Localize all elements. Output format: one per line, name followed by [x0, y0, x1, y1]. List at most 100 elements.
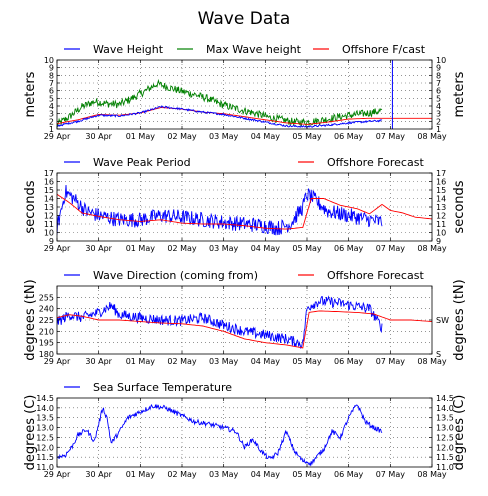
legend-label: Max Wave height: [206, 43, 302, 56]
panel-sst: 29 Apr 30 Apr 01 May 02 May 03 May 04 May 05 M…: [23, 381, 467, 479]
x-tick-label: 07 May: [376, 357, 406, 366]
x-tick-label: 30 Apr: [85, 132, 112, 141]
x-tick-label: 05 May: [292, 132, 322, 141]
y-right-tick-label: SW: [436, 316, 449, 325]
y-tick-label: 195: [39, 339, 54, 348]
x-tick-label: 02 May: [167, 132, 197, 141]
y-tick-label: 240: [39, 305, 54, 314]
y-right-tick-label: 11: [436, 220, 446, 229]
legend-label: Wave Height: [93, 43, 164, 56]
y-right-tick-label: 4: [436, 102, 441, 111]
x-tick-label: 29 Apr: [44, 470, 71, 479]
y-axis-label: degrees (tN): [23, 279, 38, 360]
y-tick-label: 210: [39, 327, 54, 336]
y-right-tick-label: 13.5: [436, 414, 454, 423]
series-group: [57, 403, 383, 467]
y-tick-label: 225: [39, 316, 54, 325]
y-right-tick-label: 12.5: [436, 433, 454, 442]
panels-layer: 29 Apr 30 Apr 01 May 02 May 03 May 04 May 05 M…: [23, 43, 467, 479]
series-line: [57, 107, 432, 125]
y-tick-label: 180: [39, 350, 54, 359]
y-right-tick-label: 16: [436, 178, 446, 187]
chart-title: Wave Data: [198, 9, 291, 29]
legend-label: Wave Peak Period: [93, 156, 191, 169]
x-tick-label: 05 May: [292, 357, 322, 366]
x-tick-label: 03 May: [209, 244, 239, 253]
y-axis-label-right: degrees (C): [452, 395, 467, 471]
x-tick-label: 02 May: [167, 470, 197, 479]
legend-label: Sea Surface Temperature: [93, 381, 232, 394]
x-tick-label: 30 Apr: [85, 244, 112, 253]
x-tick-label: 02 May: [167, 357, 197, 366]
x-tick-label: 04 May: [251, 244, 281, 253]
plot-frame: [56, 59, 433, 130]
y-tick-label: 17: [44, 169, 54, 178]
y-tick-label: 2: [49, 117, 54, 126]
y-tick-label: 255: [39, 293, 54, 302]
legend-label: Wave Direction (coming from): [93, 269, 258, 282]
series-line: [57, 78, 383, 128]
series-line: [57, 184, 383, 236]
series-line: [57, 105, 383, 129]
y-right-tick-label: 14: [436, 195, 446, 204]
y-right-tick-label: 11.5: [436, 453, 454, 462]
y-right-tick-label: 10: [436, 229, 446, 238]
y-right-tick-label: 7: [436, 79, 441, 88]
x-tick-label: 04 May: [251, 470, 281, 479]
panel-direction: 29 Apr 30 Apr 01 May 02 May 03 May 04 May 05 M…: [23, 269, 467, 366]
series-line: [57, 193, 432, 230]
series-line: [57, 295, 383, 349]
x-tick-label: 06 May: [334, 244, 364, 253]
y-tick-label: 9: [49, 237, 54, 246]
y-right-tick-label: 2: [436, 117, 441, 126]
y-right-tick-label: 1: [436, 125, 441, 134]
x-tick-label: 08 May: [417, 132, 447, 141]
x-tick-label: 29 Apr: [44, 357, 71, 366]
y-right-tick-label: 13: [436, 203, 446, 212]
x-tick-label: 08 May: [417, 470, 447, 479]
series-group: [57, 295, 432, 349]
series-line: [57, 310, 432, 349]
legend-label: Offshore Forecast: [327, 156, 424, 169]
y-tick-label: 13: [44, 203, 54, 212]
panel-height: 29 Apr 30 Apr 01 May 02 May 03 May 04 May 05 M…: [23, 43, 467, 141]
y-right-tick-label: 12: [436, 212, 446, 221]
y-tick-label: 12.0: [36, 443, 54, 452]
y-right-tick-label: 5: [436, 94, 441, 103]
y-right-tick-label: 14.0: [436, 404, 454, 413]
x-tick-label: 02 May: [167, 244, 197, 253]
y-tick-label: 13.0: [36, 424, 54, 433]
y-tick-label: 12: [44, 212, 54, 221]
x-tick-label: 06 May: [334, 470, 364, 479]
legend-label: Offshore F/cast: [342, 43, 426, 56]
y-right-tick-label: 13.0: [436, 424, 454, 433]
y-tick-label: 5: [49, 94, 54, 103]
y-axis-label-right: degrees (tN): [452, 279, 467, 360]
y-tick-label: 14.5: [36, 394, 54, 403]
x-tick-label: 03 May: [209, 470, 239, 479]
y-tick-label: 8: [49, 71, 54, 80]
series-group: [57, 60, 432, 129]
x-tick-label: 08 May: [417, 244, 447, 253]
y-right-tick-label: 14.5: [436, 394, 454, 403]
x-tick-label: 03 May: [209, 132, 239, 141]
x-tick-label: 06 May: [334, 357, 364, 366]
y-right-tick-label: 10: [436, 56, 446, 65]
y-tick-label: 3: [49, 110, 54, 119]
y-tick-label: 12.5: [36, 433, 54, 442]
x-tick-label: 30 Apr: [85, 357, 112, 366]
x-tick-label: 29 Apr: [44, 244, 71, 253]
y-tick-label: 11.0: [36, 463, 54, 472]
y-tick-label: 9: [49, 64, 54, 73]
x-tick-label: 04 May: [251, 357, 281, 366]
x-tick-label: 05 May: [292, 244, 322, 253]
x-tick-label: 08 May: [417, 357, 447, 366]
x-tick-label: 01 May: [126, 470, 156, 479]
x-tick-label: 07 May: [376, 470, 406, 479]
y-right-tick-label: 8: [436, 71, 441, 80]
y-tick-label: 15: [44, 186, 54, 195]
y-tick-label: 16: [44, 178, 54, 187]
x-tick-label: 01 May: [126, 132, 156, 141]
